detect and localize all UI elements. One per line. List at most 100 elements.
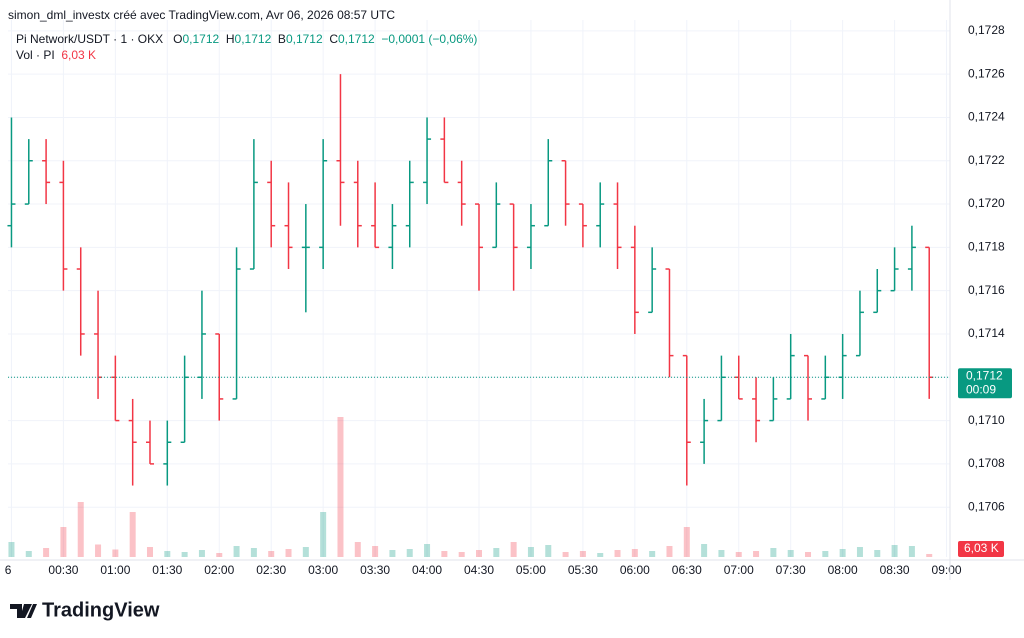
x-tick-label: 01:30	[152, 563, 182, 577]
x-tick-label: 00:30	[48, 563, 78, 577]
change: −0,0001 (−0,06%)	[381, 32, 478, 46]
y-tick-label: 0,1722	[968, 153, 1005, 167]
x-tick-label: 09:00	[932, 563, 962, 577]
volume-bar	[389, 550, 396, 557]
volume-bar	[354, 542, 361, 557]
x-tick-label: 04:30	[464, 563, 494, 577]
label: Vol · PI	[16, 48, 55, 62]
y-tick-label: 0,1708	[968, 456, 1005, 470]
y-tick-label: 0,1710	[968, 413, 1005, 427]
label: C	[329, 32, 338, 46]
x-tick-label: 06:30	[672, 563, 702, 577]
y-tick-label: 0,1728	[968, 23, 1005, 37]
volume-bar	[476, 550, 482, 557]
volume-bar	[216, 553, 223, 557]
price-label-bg	[958, 368, 1012, 399]
volume-bar	[631, 549, 638, 557]
volume-bar	[146, 547, 153, 557]
price-label: 0,1712	[966, 368, 1003, 382]
volume-bar	[856, 547, 863, 557]
volume-bar	[302, 547, 309, 557]
y-tick-label: 0,1720	[968, 196, 1005, 210]
label: O	[173, 32, 183, 46]
y-tick-label: 0,1718	[968, 240, 1005, 254]
volume-bar	[8, 542, 15, 557]
y-tick-label: 0,1726	[968, 66, 1005, 80]
x-tick-label: 02:30	[256, 563, 286, 577]
label: H	[225, 32, 235, 46]
legend: Pi Network/USDT · 1 · OKX O0,1712 H0,171…	[16, 32, 477, 46]
x-tick-label: 04:00	[412, 563, 442, 577]
volume-bar	[562, 552, 569, 557]
brand-logo: TradingView	[10, 599, 160, 621]
volume-bar	[181, 552, 188, 557]
volume-bar	[458, 552, 465, 557]
volume-bar	[164, 551, 171, 557]
volume-bar	[839, 549, 846, 557]
volume-bar	[441, 551, 448, 557]
label: B	[277, 32, 286, 46]
volume-bar	[337, 417, 344, 557]
volume-bar	[77, 502, 84, 557]
value: 6,03 K	[61, 48, 97, 62]
volume-bar	[510, 542, 517, 557]
volume-bar	[822, 551, 829, 557]
value: 0,1712	[337, 32, 375, 46]
x-tick-label: 02:00	[204, 563, 234, 577]
volume-bar	[649, 551, 656, 557]
volume-bar	[545, 545, 552, 557]
volume-bar	[527, 547, 534, 557]
volume-bar	[874, 550, 881, 557]
volume-bar	[424, 544, 431, 557]
value: 0,1712	[182, 32, 220, 46]
volume-bar	[372, 546, 379, 557]
x-tick-label: 03:30	[360, 563, 390, 577]
volume-bar	[25, 551, 32, 557]
volume-bar	[701, 544, 708, 557]
volume-bar	[112, 549, 119, 557]
value: 0,1712	[234, 32, 272, 46]
volume-bar	[683, 527, 690, 557]
volume-bar	[926, 553, 933, 557]
volume-bar	[579, 551, 586, 557]
x-tick-label: 05:00	[516, 563, 546, 577]
volume-bar	[493, 548, 500, 557]
volume-bar	[718, 550, 725, 557]
brand-name: TradingView	[42, 599, 160, 621]
volume-bar	[43, 548, 50, 557]
volume-bar	[233, 546, 240, 557]
volume-bar	[268, 551, 275, 557]
x-tick-label: 03:00	[308, 563, 338, 577]
volume-bar	[406, 549, 413, 557]
volume-label: 6,03 K	[964, 541, 999, 555]
volume-bar	[908, 546, 915, 557]
volume-bar	[95, 544, 102, 557]
x-tick-label: 08:00	[828, 563, 858, 577]
volume-label-bg	[958, 541, 1004, 557]
x-tick-label: 01:00	[100, 563, 130, 577]
volume-bar	[666, 546, 673, 557]
countdown: 00:09	[966, 382, 996, 396]
volume-bar	[285, 549, 292, 557]
volume-bar	[320, 512, 327, 557]
y-tick-label: 0,1724	[968, 110, 1005, 124]
volume-bar	[597, 553, 604, 557]
x-tick-label: 06:00	[620, 563, 650, 577]
y-tick-label: 0,1716	[968, 283, 1005, 297]
x-tick-label: 07:00	[724, 563, 754, 577]
x-tick-label: 6	[5, 563, 12, 577]
volume-bar	[770, 548, 777, 557]
symbol: Pi Network/USDT · 1 · OKX	[16, 32, 164, 46]
volume-bar	[250, 548, 257, 557]
volume-bar	[198, 550, 205, 557]
volume-bar	[787, 550, 794, 557]
volume-bar	[891, 545, 898, 557]
volume-bar	[129, 512, 136, 557]
y-tick-label: 0,1714	[968, 326, 1005, 340]
volume-bar	[60, 527, 67, 557]
volume-bar	[805, 552, 812, 557]
volume-bar	[735, 552, 742, 557]
x-tick-label: 07:30	[776, 563, 806, 577]
plot-bg	[0, 0, 1024, 580]
